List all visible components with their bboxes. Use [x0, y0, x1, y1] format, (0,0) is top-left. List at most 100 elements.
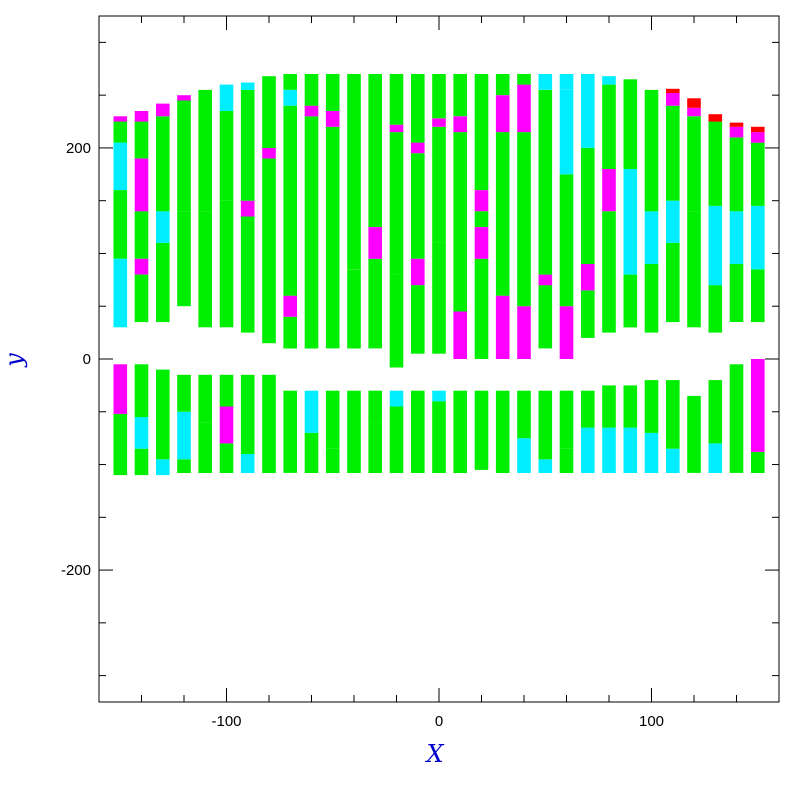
strip-segment	[219, 111, 234, 201]
strip-segment	[113, 258, 128, 328]
strip-segment	[474, 74, 489, 191]
strip-segment	[325, 126, 340, 349]
strip-segment	[453, 74, 467, 117]
strip-segment	[581, 390, 595, 428]
strip-segment	[368, 227, 382, 259]
strip-segment	[559, 174, 574, 307]
strip-segment	[262, 374, 276, 473]
strip-segment	[240, 82, 255, 90]
strip-segment	[729, 264, 744, 322]
strip-segment	[368, 74, 382, 122]
strip-segment	[751, 126, 765, 133]
strip-segment	[495, 95, 510, 133]
strip-segment	[368, 422, 382, 473]
strip-segment	[474, 190, 489, 212]
strip-segment	[495, 295, 510, 359]
strip-segment	[389, 274, 404, 368]
strip-segment	[644, 380, 659, 433]
strip-segment	[708, 380, 723, 444]
strip-segment	[623, 79, 638, 169]
strip-segment	[751, 206, 765, 270]
strip-segment	[198, 422, 212, 473]
strip-segment	[411, 142, 425, 154]
strip-segment	[666, 200, 680, 243]
strip-segment	[411, 258, 425, 286]
strip-segment	[389, 390, 404, 407]
strip-segment	[325, 448, 340, 473]
strip-segment	[134, 121, 149, 159]
strip-segment	[177, 211, 191, 307]
strip-segment	[240, 454, 255, 473]
strip-segment	[581, 264, 595, 291]
strip-segment	[432, 401, 446, 473]
strip-segment	[389, 124, 404, 133]
strip-segment	[517, 390, 531, 439]
strip-segment	[177, 100, 191, 212]
strip-segment	[283, 417, 297, 473]
strip-segment	[453, 132, 467, 312]
strip-segment	[644, 264, 659, 333]
strip-segment	[240, 216, 255, 333]
strip-segment	[708, 443, 723, 473]
y-tick-label: 0	[83, 351, 91, 368]
strip-segment	[113, 121, 128, 143]
strip-segment	[283, 89, 297, 106]
strip-segment	[517, 264, 531, 307]
strip-segment	[113, 413, 128, 476]
strip-segment	[325, 74, 340, 111]
strip-segment	[325, 390, 340, 449]
strip-segment	[538, 459, 553, 473]
strip-segment	[517, 438, 531, 473]
strip-segment	[156, 116, 170, 212]
strip-segment	[538, 274, 553, 286]
strip-segment	[474, 211, 489, 227]
strip-segment	[666, 93, 680, 106]
strip-segment	[219, 443, 234, 473]
strip-segment	[262, 147, 276, 159]
strip-segment	[644, 211, 659, 264]
strip-segment	[283, 295, 297, 317]
strip-segment	[177, 374, 191, 412]
strip-segment	[347, 390, 361, 473]
strip-segment	[729, 126, 744, 138]
strip-segment	[304, 116, 319, 349]
strip-layer	[113, 74, 765, 476]
strip-segment	[283, 390, 297, 418]
strip-segment	[283, 74, 297, 90]
strip-segment	[474, 390, 489, 470]
strip-segment	[495, 74, 510, 96]
strip-segment	[581, 427, 595, 473]
strip-segment	[729, 137, 744, 212]
strip-segment	[729, 364, 744, 418]
strip-segment	[581, 290, 595, 338]
strip-segment	[389, 406, 404, 473]
strip-segment	[559, 390, 574, 449]
strip-segment	[411, 153, 425, 259]
strip-segment	[666, 105, 680, 201]
x-axis-label: X	[424, 740, 444, 768]
strip-segment	[559, 306, 574, 359]
strip-segment	[729, 417, 744, 473]
strip-segment	[198, 211, 212, 328]
strip-segment	[432, 74, 446, 119]
strip-segment	[538, 74, 553, 90]
y-tick-label: -200	[61, 562, 91, 579]
strip-segment	[666, 380, 680, 449]
strip-segment	[411, 285, 425, 354]
strip-segment	[666, 242, 680, 323]
x-tick-label: 0	[435, 713, 443, 730]
strip-segment	[113, 116, 128, 122]
strip-segment	[304, 74, 319, 106]
strip-segment	[368, 121, 382, 227]
strip-segment	[559, 448, 574, 473]
strip-segment	[177, 411, 191, 460]
strip-segment	[517, 306, 531, 359]
strip-segment	[687, 116, 701, 212]
strip-segment	[134, 448, 149, 476]
strip-segment	[495, 390, 510, 473]
strip-segment	[156, 211, 170, 243]
strip-segment	[219, 84, 234, 111]
strip-segment	[751, 132, 765, 143]
strip-segment	[411, 74, 425, 143]
